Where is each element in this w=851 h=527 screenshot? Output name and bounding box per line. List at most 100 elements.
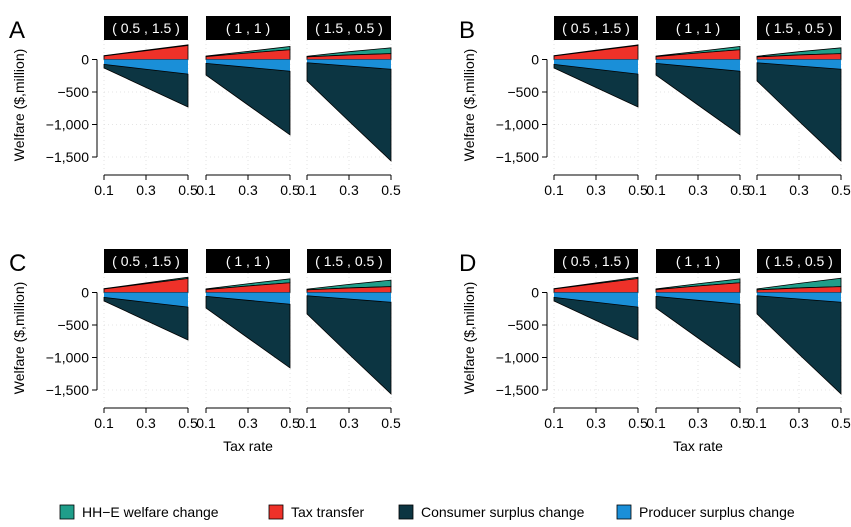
x-tick-label: 0.1 (747, 182, 767, 198)
facet-3: ( 1.5 , 0.5 ) 0.1 0.3 0.5 (747, 249, 851, 431)
area-producer-surplus-change (757, 59, 841, 70)
area-producer-surplus-change (656, 292, 740, 305)
area-producer-surplus-change (104, 59, 188, 75)
facet-strip (554, 249, 638, 273)
area-consumer-surplus-change (553, 296, 639, 341)
legend-item-hh-e: HH−E welfare change (59, 504, 219, 520)
facet-strip (757, 249, 841, 273)
panel-b: B Welfare ($,million) 0 −500 −1,000 −1,500 ( 0… (459, 16, 851, 198)
facet-strip-label: ( 1.5 , 0.5 ) (765, 253, 833, 269)
facet-strip-label: ( 1 , 1 ) (226, 20, 270, 36)
legend-item-producer: Producer surplus change (616, 504, 795, 520)
x-tick-label: 0.5 (628, 182, 648, 198)
x-tick-label: 0.1 (94, 182, 114, 198)
facet-strip (206, 249, 290, 273)
x-tick-label: 0.5 (381, 182, 401, 198)
x-tick-label: 0.3 (136, 415, 156, 431)
x-tick-label: 0.3 (688, 415, 708, 431)
area-consumer-surplus-change (103, 296, 189, 341)
y-tick-label: −500 (57, 317, 89, 333)
facet-strip-label: ( 1 , 1 ) (676, 253, 720, 269)
x-tick-label: 0.5 (178, 182, 198, 198)
x-tick-label: 0.3 (789, 182, 809, 198)
y-tick-label: −1,500 (496, 382, 539, 398)
y-tick-label: −1,500 (496, 149, 539, 165)
x-tick-label: 0.5 (730, 415, 750, 431)
x-tick-label: 0.5 (730, 182, 750, 198)
y-tick-label: −1,000 (46, 117, 89, 133)
area-consumer-surplus-change (306, 62, 392, 162)
facet-strip (307, 249, 391, 273)
x-tick-label: 0.1 (297, 415, 317, 431)
area-tax-transfer (553, 278, 639, 293)
area-tax-transfer (103, 278, 189, 293)
y-axis-title: Welfare ($,million) (461, 282, 477, 395)
x-tick-label: 0.1 (747, 415, 767, 431)
area-consumer-surplus-change (756, 62, 842, 162)
area-consumer-surplus-change (756, 295, 842, 395)
legend-item-consumer: Consumer surplus change (398, 504, 585, 520)
facet-strip-label: ( 1.5 , 0.5 ) (315, 20, 383, 36)
x-tick-label: 0.5 (178, 415, 198, 431)
facet-1: ( 0.5 , 1.5 ) 0.1 0.3 0.5 (94, 16, 198, 198)
y-tick-label: −500 (57, 84, 89, 100)
area-consumer-surplus-change (655, 62, 741, 136)
area-consumer-surplus-change (553, 63, 639, 108)
y-tick-label: −1,000 (46, 350, 89, 366)
facet-strip (554, 16, 638, 40)
x-tick-label: 0.1 (646, 415, 666, 431)
panel-c: C Welfare ($,million) 0 −500 −1,000 −1,500 ( 0… (9, 249, 401, 454)
facet-strip-label: ( 0.5 , 1.5 ) (562, 20, 630, 36)
x-tick-label: 0.3 (339, 182, 359, 198)
area-producer-surplus-change (554, 292, 638, 308)
y-tick-label: 0 (81, 52, 89, 68)
legend-label: HH−E welfare change (82, 504, 219, 520)
legend-label: Tax transfer (291, 504, 364, 520)
area-consumer-surplus-change (205, 62, 291, 136)
y-tick-label: −500 (507, 317, 539, 333)
x-axis-title: Tax rate (223, 438, 273, 454)
x-tick-label: 0.1 (646, 182, 666, 198)
area-producer-surplus-change (307, 292, 391, 303)
panel-letter: A (9, 17, 25, 44)
x-tick-label: 0.5 (381, 415, 401, 431)
facet-1: ( 0.5 , 1.5 ) 0.1 0.3 0.5 (544, 16, 648, 198)
facet-strip-label: ( 1.5 , 0.5 ) (765, 20, 833, 36)
y-tick-label: −1,500 (46, 149, 89, 165)
area-tax-transfer (103, 45, 189, 60)
area-consumer-surplus-change (655, 295, 741, 369)
facet-strip (104, 16, 188, 40)
area-consumer-surplus-change (306, 295, 392, 395)
area-producer-surplus-change (757, 292, 841, 303)
y-tick-label: −1,000 (496, 350, 539, 366)
facet-2: ( 1 , 1 ) 0.1 0.3 0.5 (646, 16, 750, 198)
legend-label: Consumer surplus change (421, 504, 585, 520)
panel-a: A Welfare ($,million) 0 −500 −1,000 −1,500 ( 0… (9, 16, 401, 198)
y-tick-label: 0 (531, 285, 539, 301)
legend-swatch (268, 504, 284, 520)
legend-item-tax: Tax transfer (268, 504, 364, 520)
facet-3: ( 1.5 , 0.5 ) 0.1 0.3 0.5 (297, 16, 401, 198)
facet-strip (656, 16, 740, 40)
panel-letter: D (459, 250, 476, 277)
facet-strip-label: ( 1 , 1 ) (676, 20, 720, 36)
x-tick-label: 0.3 (586, 182, 606, 198)
area-consumer-surplus-change (103, 63, 189, 108)
legend-swatch (59, 504, 75, 520)
x-tick-label: 0.5 (280, 415, 300, 431)
facet-strip (757, 16, 841, 40)
area-producer-surplus-change (307, 59, 391, 70)
y-axis-title: Welfare ($,million) (11, 49, 27, 162)
area-consumer-surplus-change (205, 295, 291, 369)
x-tick-label: 0.5 (831, 182, 851, 198)
area-producer-surplus-change (104, 292, 188, 308)
panel-letter: C (9, 250, 26, 277)
facet-2: ( 1 , 1 ) 0.1 0.3 0.5 (196, 249, 300, 431)
facet-strip-label: ( 0.5 , 1.5 ) (112, 253, 180, 269)
area-producer-surplus-change (206, 292, 290, 305)
panel-letter: B (459, 17, 475, 44)
x-tick-label: 0.3 (136, 182, 156, 198)
facet-strip (206, 16, 290, 40)
x-tick-label: 0.3 (688, 182, 708, 198)
x-tick-label: 0.5 (628, 415, 648, 431)
